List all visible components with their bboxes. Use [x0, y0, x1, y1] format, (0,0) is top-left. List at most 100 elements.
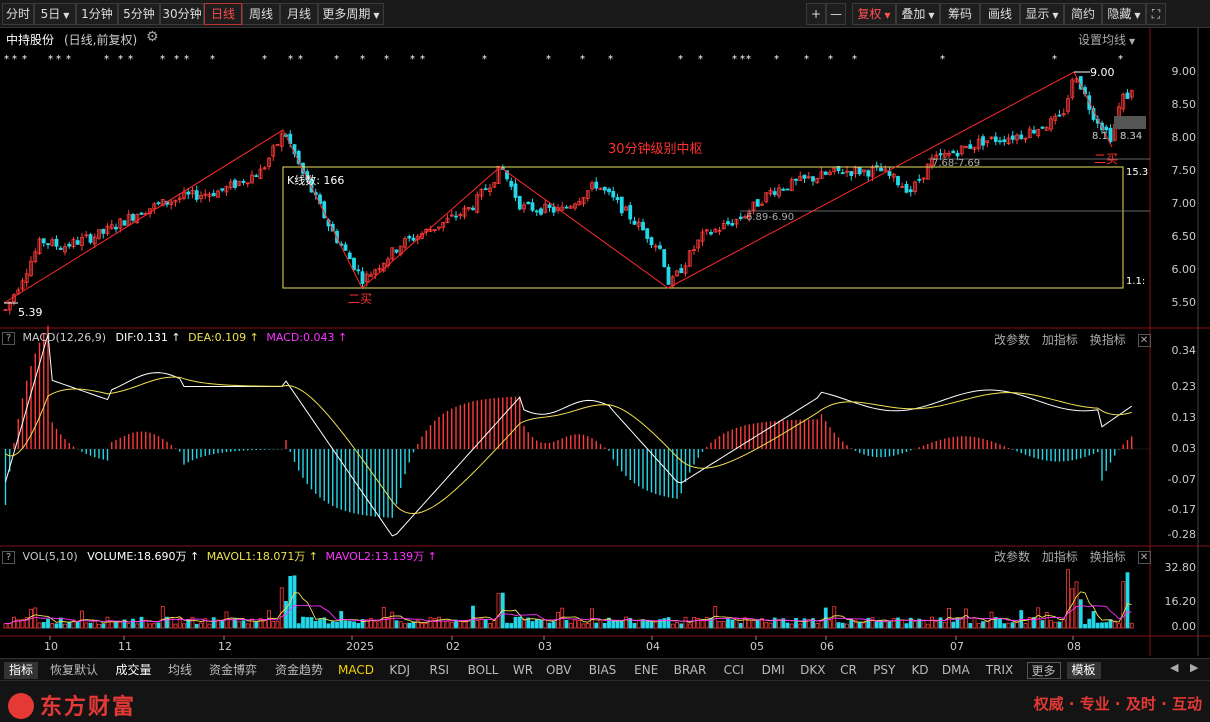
volume-bar	[211, 617, 216, 629]
volume-bar	[199, 622, 203, 629]
toolbar-right-5[interactable]: 画线	[980, 3, 1020, 25]
scroll-left-icon[interactable]: ◀	[1170, 661, 1179, 674]
volume-bar	[475, 620, 480, 629]
candle-body	[734, 218, 739, 225]
volume-bar	[624, 616, 628, 629]
indicator-tab-TRIX[interactable]: TRIX	[985, 663, 1014, 677]
toolbar-right-7[interactable]: 简约	[1064, 3, 1102, 25]
change-params-button[interactable]: 改参数	[994, 550, 1031, 564]
kline-chart[interactable]: * * * * * * * * * * * * * * * * * * * * * * * * * * * * * * * * * * * * *	[0, 0, 1210, 658]
switch-indicator-button[interactable]: 换指标	[1089, 333, 1126, 347]
change-params-button[interactable]: 改参数	[994, 333, 1031, 347]
volume-bar	[764, 621, 769, 629]
toolbar-right-6[interactable]: 显示 ▼	[1020, 3, 1064, 25]
signal-star-icon: *	[160, 54, 165, 65]
indicator-tab-KDJ[interactable]: KDJ	[389, 663, 411, 677]
indicator-tab-OBV[interactable]: OBV	[545, 663, 572, 677]
toolbar-right-4[interactable]: 筹码	[940, 3, 980, 25]
volume-bar	[352, 621, 356, 629]
volume-bar	[976, 623, 981, 629]
volume-bar	[415, 619, 420, 629]
indicator-tab-DKX[interactable]: DKX	[800, 663, 826, 677]
volume-bar	[156, 622, 161, 629]
candle-body	[641, 221, 645, 231]
volume-bar	[968, 623, 973, 629]
indicator-tab-指标[interactable]: 指标	[4, 662, 38, 679]
period-tab-8[interactable]: 更多周期 ▼	[318, 3, 384, 25]
indicator-tab-恢复默认[interactable]: 恢复默认	[49, 663, 98, 677]
indicator-tab-模板[interactable]: 模板	[1066, 662, 1101, 679]
candle-body	[1010, 135, 1015, 140]
candle-body	[7, 301, 12, 311]
help-icon[interactable]: ?	[2, 331, 15, 345]
indicator-tab-均线[interactable]: 均线	[167, 663, 192, 677]
volume-bar	[857, 622, 862, 629]
indicator-tab-CCI[interactable]: CCI	[723, 663, 744, 677]
toolbar-right-2[interactable]: 复权 ▼	[852, 3, 896, 25]
indicator-tab-BIAS[interactable]: BIAS	[588, 663, 617, 677]
set-ma-button[interactable]: 设置均线 ▼	[1078, 33, 1136, 47]
settings-gear-icon[interactable]: ⚙	[146, 29, 159, 45]
period-tab-5[interactable]: 日线	[204, 3, 242, 25]
indicator-tab-RSI[interactable]: RSI	[429, 663, 450, 677]
indicator-tab-DMA[interactable]: DMA	[941, 663, 970, 677]
indicator-tab-BOLL[interactable]: BOLL	[467, 663, 499, 677]
period-tab-7[interactable]: 月线	[280, 3, 318, 25]
right-pct-1: 15.3	[1126, 167, 1149, 178]
volume-bar	[305, 617, 310, 629]
indicator-tab-MACD[interactable]: MACD	[338, 663, 374, 677]
indicator-tab-KD[interactable]: KD	[911, 663, 929, 677]
candle-body	[1108, 127, 1113, 143]
indicator-tab-成交量[interactable]: 成交量	[115, 663, 152, 677]
period-tab-6[interactable]: 周线	[242, 3, 280, 25]
volume-bar	[271, 621, 276, 629]
indicator-tab-CR[interactable]: CR	[840, 663, 857, 677]
current-price-marker	[1114, 116, 1146, 129]
add-indicator-button[interactable]: 加指标	[1041, 550, 1078, 564]
indicator-tab-ENE[interactable]: ENE	[634, 663, 659, 677]
volume-bar	[645, 620, 650, 629]
volume-bar	[870, 617, 875, 629]
volume-bar	[492, 620, 497, 629]
indicator-tab-PSY[interactable]: PSY	[873, 663, 896, 677]
macd-dea: DEA:0.109	[188, 331, 247, 344]
close-icon[interactable]: ✕	[1137, 551, 1151, 564]
period-tab-0[interactable]: 分时	[2, 3, 34, 25]
candle-body	[373, 269, 378, 275]
help-icon[interactable]: ?	[2, 550, 15, 564]
volume-bar	[908, 617, 913, 629]
volume-bar	[165, 616, 169, 629]
signal-star-icon: *	[482, 54, 487, 65]
indicator-tab-资金博弈[interactable]: 资金博弈	[208, 663, 257, 677]
toolbar-right-9[interactable]: ⛶	[1146, 3, 1166, 25]
candle-body	[959, 145, 964, 155]
indicator-tab-资金趋势[interactable]: 资金趋势	[274, 663, 323, 677]
up-arrow-icon: ↑	[246, 331, 259, 344]
candle-body	[203, 193, 208, 196]
close-icon[interactable]: ✕	[1137, 334, 1151, 347]
time-axis-label: 2025	[346, 640, 374, 653]
period-tab-1[interactable]: 5日 ▼	[34, 3, 76, 25]
indicator-tab-BRAR[interactable]: BRAR	[673, 663, 707, 677]
candle-body	[437, 226, 441, 229]
period-tab-2[interactable]: 1分钟	[76, 3, 118, 25]
switch-indicator-button[interactable]: 换指标	[1089, 550, 1126, 564]
toolbar-right-3[interactable]: 叠加 ▼	[896, 3, 940, 25]
candle-body	[41, 238, 46, 244]
indicator-tab-WR[interactable]: WR	[512, 663, 534, 677]
toolbar-right-1[interactable]: —	[826, 3, 846, 25]
indicator-tab-DMI[interactable]: DMI	[761, 663, 785, 677]
candle-body	[649, 237, 654, 246]
toolbar-right-8[interactable]: 隐藏 ▼	[1102, 3, 1146, 25]
volume-bar	[649, 621, 654, 629]
indicator-tab-更多[interactable]: 更多	[1026, 662, 1061, 679]
period-tab-4[interactable]: 30分钟	[160, 3, 204, 25]
scroll-right-icon[interactable]: ▶	[1190, 661, 1199, 674]
volume-bar	[1057, 621, 1062, 629]
vol-mavol2: MAVOL2:13.139万	[325, 550, 425, 563]
candle-body	[879, 167, 883, 172]
volume-bar	[815, 623, 820, 629]
add-indicator-button[interactable]: 加指标	[1041, 333, 1078, 347]
toolbar-right-0[interactable]: +	[806, 3, 826, 25]
period-tab-3[interactable]: 5分钟	[118, 3, 160, 25]
